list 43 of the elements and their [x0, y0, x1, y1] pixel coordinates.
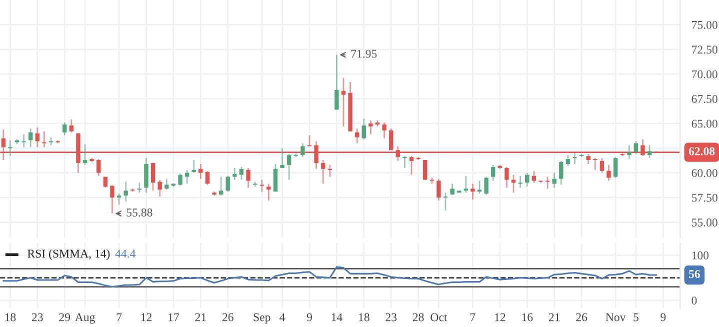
y-tick-label: 70.00	[692, 70, 718, 78]
x-tick-label: 18	[5, 313, 16, 322]
x-tick-label: 21	[195, 313, 206, 322]
text: 56	[688, 270, 700, 278]
ref-line-label: 62.08	[688, 147, 715, 156]
x-tick-label: 17	[168, 313, 180, 322]
x-tick-label: 14	[332, 313, 342, 322]
x-tick-label: Oct	[430, 313, 448, 322]
x-tick-label: 26	[222, 313, 234, 322]
line-series	[2, 266, 658, 288]
annotation: 71.95	[351, 50, 377, 58]
x-tick-label: 7	[116, 313, 122, 322]
y-tick-label: 65.00	[692, 120, 718, 128]
annotation: 44.4	[115, 250, 136, 258]
y-tick-label: 0	[692, 296, 697, 305]
x-tick-label: 29	[59, 313, 70, 322]
candlestick	[423, 159, 428, 180]
y-tick-label: 100	[692, 251, 709, 260]
y-tick-label: 67.50	[692, 95, 718, 104]
x-tick-label: 7	[470, 313, 476, 322]
x-tick-label: 12	[141, 313, 152, 322]
x-tick-label: 9	[306, 313, 312, 322]
annotation: 55.88	[126, 208, 152, 217]
x-tick-label: 21	[548, 313, 560, 322]
x-tick-label: Sep	[254, 313, 270, 324]
y-tick-label: 75.00	[692, 20, 718, 29]
x-tick-label: 18	[359, 313, 370, 322]
x-tick-label: 5	[634, 313, 638, 322]
x-tick-label: 26	[576, 313, 588, 322]
y-tick-label: 57.50	[692, 194, 718, 202]
x-tick-label: 4	[280, 313, 286, 322]
y-tick-label: 72.50	[692, 46, 718, 54]
x-tick-label: 23	[32, 313, 43, 322]
y-tick-label: 55.00	[692, 218, 718, 227]
x-tick-label: Aug	[74, 313, 95, 324]
chart-title: RSI (SMMA, 14)	[28, 249, 110, 260]
x-tick-label: 9	[660, 313, 666, 322]
x-tick-label: Nov	[606, 313, 626, 322]
x-tick-label: 28	[412, 313, 424, 322]
y-tick-label: 60.00	[692, 169, 718, 178]
x-tick-label: 16	[522, 313, 533, 322]
x-tick-label: 12	[495, 313, 506, 322]
x-tick-label: 23	[386, 313, 397, 322]
